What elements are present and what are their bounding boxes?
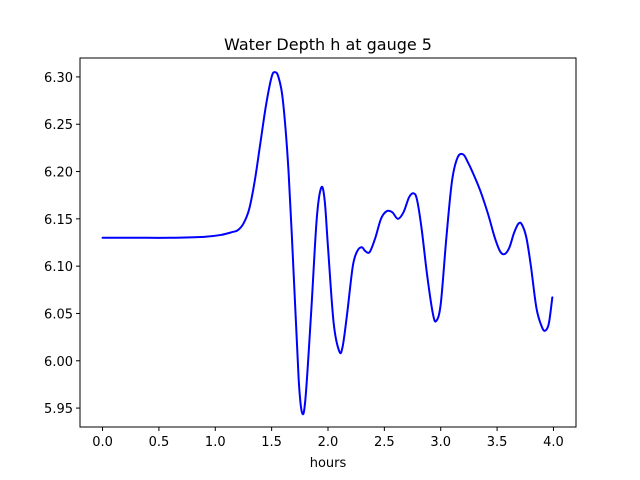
ticks-layer: 0.0 0.5 1.0 1.5 2.0 2.5 3.0 3.5 4.0 5.95 6.00 6.05 6…	[44, 71, 564, 450]
chart-title: Water Depth h at gauge 5	[224, 35, 432, 54]
x-tick-label: 3.0	[430, 435, 451, 450]
x-tick-label: 3.5	[487, 435, 508, 450]
y-tick-label: 6.05	[44, 307, 73, 322]
y-tick-label: 6.25	[44, 118, 73, 133]
y-tick-label: 6.10	[44, 260, 73, 275]
x-tick-label: 2.5	[374, 435, 395, 450]
y-tick-label: 6.30	[44, 71, 73, 86]
x-tick-label: 2.0	[318, 435, 339, 450]
y-tick-label: 5.95	[44, 402, 73, 417]
x-axis-title: hours	[310, 456, 347, 471]
y-tick-label: 6.20	[44, 166, 73, 181]
x-tick-label: 1.0	[205, 435, 226, 450]
y-tick-label: 6.15	[44, 213, 73, 228]
series-layer	[101, 71, 554, 416]
x-tick-label: 4.0	[543, 435, 564, 450]
series-line-0	[101, 71, 554, 416]
x-tick-label: 1.5	[261, 435, 282, 450]
y-tick-label: 6.00	[44, 355, 73, 370]
x-tick-label: 0.5	[149, 435, 170, 450]
x-tick-label: 0.0	[92, 435, 113, 450]
